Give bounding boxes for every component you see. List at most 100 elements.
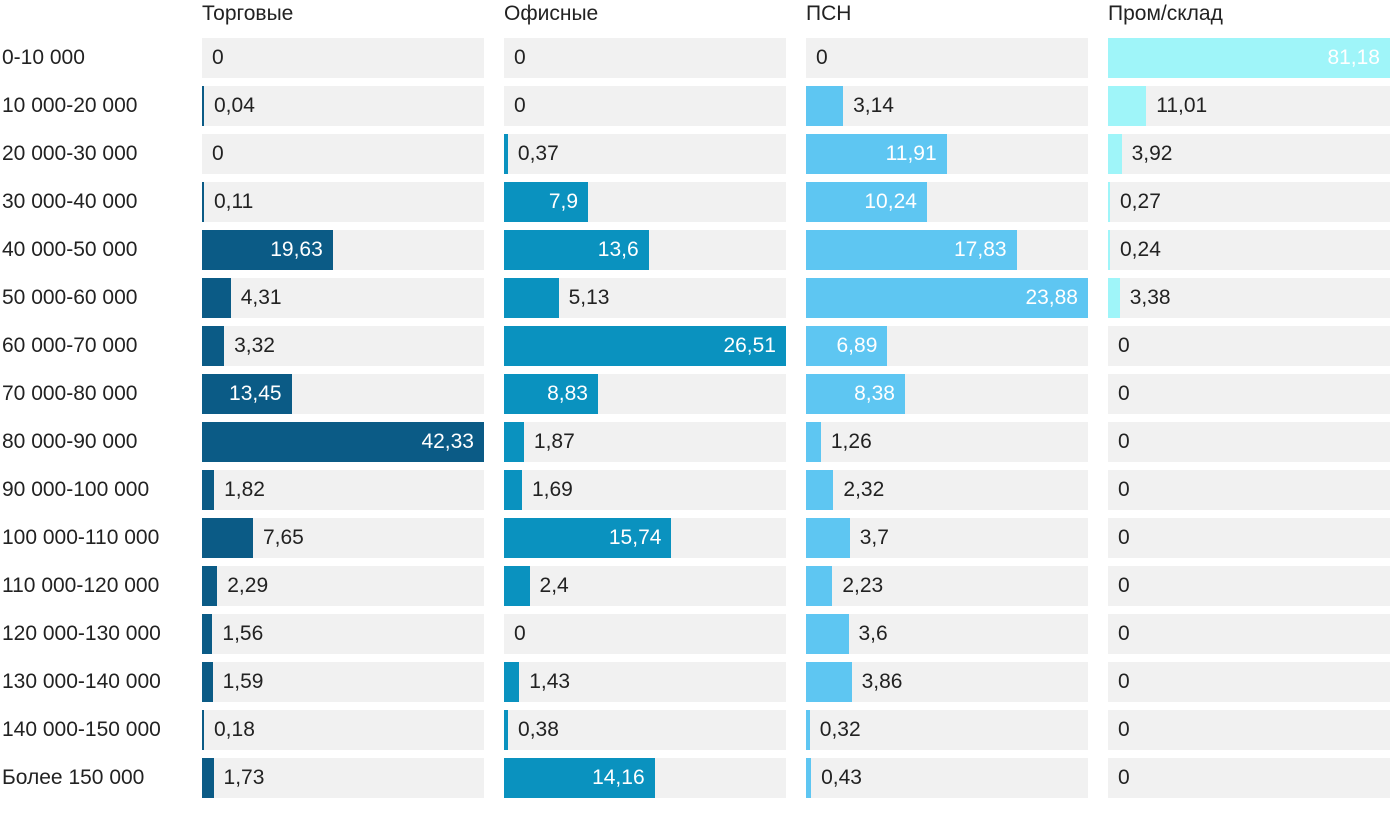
bar-track: 0 — [504, 86, 786, 126]
bar-track: 6,89 — [806, 326, 1088, 366]
data-label: 3,92 — [1131, 142, 1173, 165]
bar-track: 0 — [1108, 566, 1390, 606]
data-label: 5,13 — [568, 286, 610, 309]
data-label: 0 — [514, 622, 526, 645]
bar-track: 0 — [806, 38, 1088, 78]
data-label: 8,38 — [854, 382, 895, 405]
row-label: 0-10 000 — [2, 46, 85, 69]
data-label: 42,33 — [421, 430, 474, 453]
bar-track: 0,24 — [1108, 230, 1390, 270]
bar — [504, 230, 649, 270]
data-label: 14,16 — [592, 766, 645, 789]
bar-track: 3,7 — [806, 518, 1088, 558]
bar-track: 0,38 — [504, 710, 786, 750]
bar — [202, 278, 231, 318]
bar — [202, 758, 214, 798]
data-label: 13,45 — [229, 382, 282, 405]
data-label: 1,26 — [830, 430, 872, 453]
bar — [806, 566, 833, 606]
bar — [202, 566, 218, 606]
bar — [504, 566, 530, 606]
bar-track: 2,23 — [806, 566, 1088, 606]
bar-track: 7,65 — [202, 518, 484, 558]
bar-track: 11,01 — [1108, 86, 1390, 126]
bar-track: 26,51 — [504, 326, 786, 366]
bar-track: 17,83 — [806, 230, 1088, 270]
data-label: 0 — [1118, 574, 1130, 597]
series-title: ПСН — [806, 2, 852, 25]
row-label: 80 000-90 000 — [2, 430, 138, 453]
bar — [202, 710, 204, 750]
bar-track: 42,33 — [202, 422, 484, 462]
row-label: 130 000-140 000 — [2, 670, 161, 693]
data-label: 0 — [514, 46, 526, 69]
row-label: 40 000-50 000 — [2, 238, 138, 261]
bar-track: 0 — [1108, 758, 1390, 798]
data-label: 0 — [1118, 670, 1130, 693]
bar-track: 0 — [1108, 422, 1390, 462]
bar — [202, 470, 215, 510]
bar-track: 0 — [1108, 614, 1390, 654]
row-label: 70 000-80 000 — [2, 382, 138, 405]
data-label: 0 — [1118, 718, 1130, 741]
bar — [806, 614, 849, 654]
bar — [1108, 278, 1120, 318]
data-label: 0,27 — [1120, 190, 1161, 213]
bar-track: 1,43 — [504, 662, 786, 702]
bar-track: 0 — [1108, 374, 1390, 414]
data-label: 0,24 — [1120, 238, 1161, 261]
bar-track: 0 — [202, 134, 484, 174]
bar — [806, 230, 1017, 270]
bar-track: 0 — [1108, 662, 1390, 702]
data-label: 1,82 — [224, 478, 265, 501]
data-label: 3,86 — [861, 670, 903, 693]
bar — [504, 278, 559, 318]
bar-track: 1,73 — [202, 758, 484, 798]
row-label: 120 000-130 000 — [2, 622, 161, 645]
data-label: 0,32 — [819, 718, 861, 741]
data-label: 6,89 — [836, 334, 878, 357]
data-label: 0,18 — [214, 718, 255, 741]
bar — [806, 278, 1088, 318]
data-label: 81,18 — [1327, 46, 1380, 69]
bar-track: 3,92 — [1108, 134, 1390, 174]
bar — [202, 326, 225, 366]
bar-track: 2,29 — [202, 566, 484, 606]
data-label: 0,04 — [214, 94, 255, 117]
row-label: 110 000-120 000 — [2, 574, 160, 597]
data-label: 26,51 — [723, 334, 776, 357]
bar-track: 1,69 — [504, 470, 786, 510]
bar-track: 11,91 — [806, 134, 1088, 174]
bar — [504, 518, 672, 558]
data-label: 15,74 — [608, 526, 662, 549]
bar — [1108, 86, 1147, 126]
row-label: 30 000-40 000 — [2, 190, 138, 213]
data-label: 0 — [1118, 430, 1130, 453]
data-label: 7,9 — [548, 190, 579, 213]
bar-track: 0,11 — [202, 182, 484, 222]
bar — [806, 710, 810, 750]
data-label: 8,83 — [547, 382, 588, 405]
data-label: 13,6 — [597, 238, 639, 261]
data-label: 0,43 — [821, 766, 862, 789]
bar-track: 14,16 — [504, 758, 786, 798]
row-label: 90 000-100 000 — [2, 478, 150, 501]
bar — [202, 182, 204, 222]
bar-track: 10,24 — [806, 182, 1088, 222]
bar-track: 1,56 — [202, 614, 484, 654]
bar-track: 7,9 — [504, 182, 786, 222]
bar-track: 0,04 — [202, 86, 484, 126]
bar-track: 0 — [1108, 518, 1390, 558]
data-label: 0,38 — [518, 718, 559, 741]
bar-track: 0 — [504, 614, 786, 654]
bar — [806, 518, 850, 558]
data-label: 1,87 — [533, 430, 575, 453]
bar-track: 3,86 — [806, 662, 1088, 702]
data-label: 3,6 — [858, 622, 888, 645]
bar — [806, 134, 947, 174]
bar-track: 0,27 — [1108, 182, 1390, 222]
bar — [202, 518, 253, 558]
data-label: 23,88 — [1025, 286, 1078, 309]
data-label: 1,73 — [223, 766, 265, 789]
row-label: 10 000-20 000 — [2, 94, 138, 117]
